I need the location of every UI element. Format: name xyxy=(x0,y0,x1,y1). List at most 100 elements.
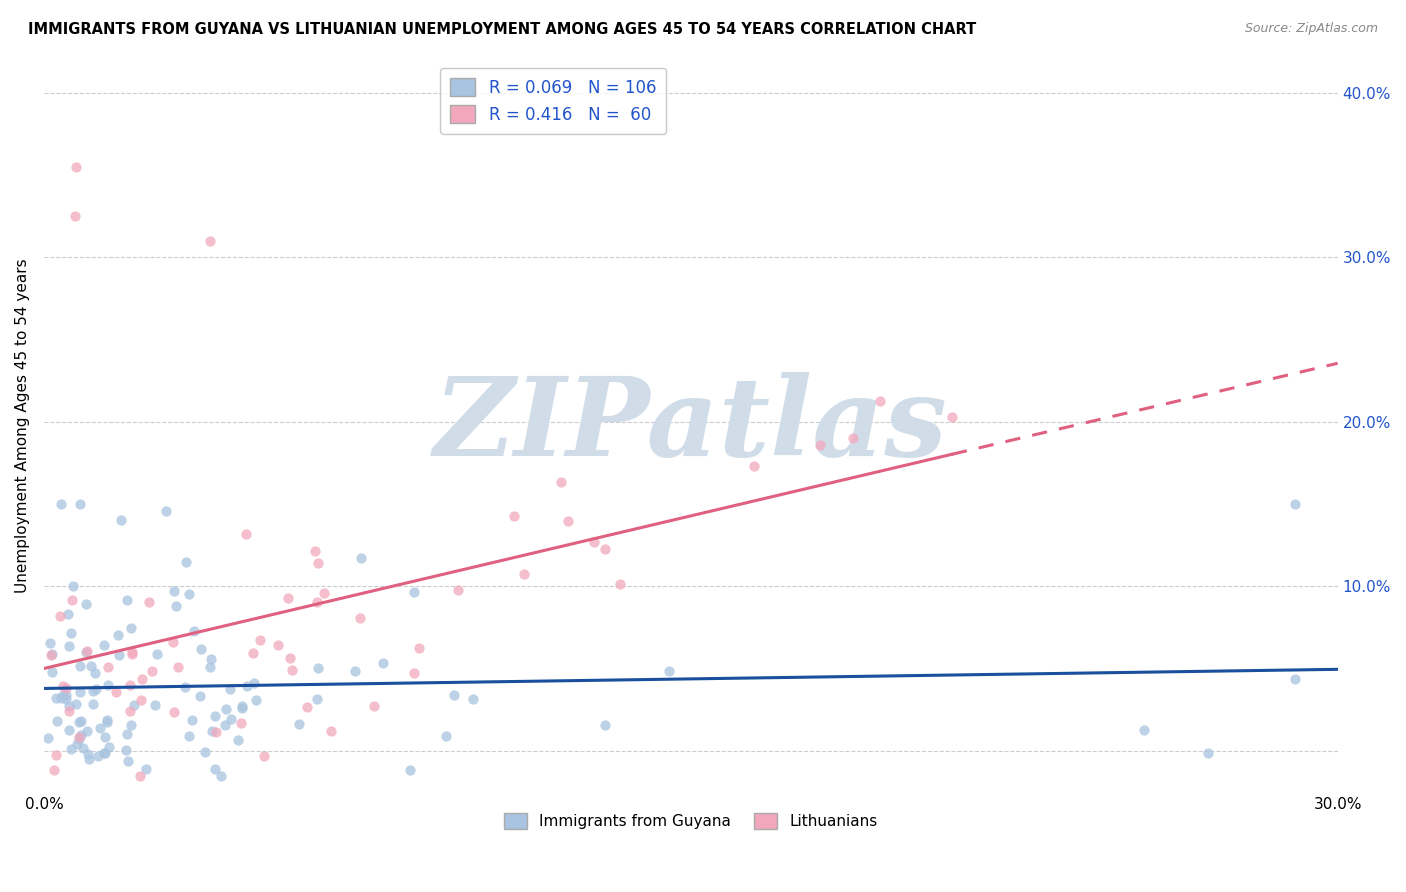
Point xyxy=(117,754,139,768)
Point xyxy=(174,680,197,694)
Point xyxy=(98,740,121,755)
Point xyxy=(58,704,80,718)
Point xyxy=(209,768,232,782)
Point xyxy=(307,556,329,570)
Legend: Immigrants from Guyana, Lithuanians: Immigrants from Guyana, Lithuanians xyxy=(498,806,883,836)
Point xyxy=(75,645,97,659)
Point xyxy=(120,704,142,718)
Point xyxy=(236,679,259,693)
Point xyxy=(253,749,276,764)
Point xyxy=(87,749,110,764)
Point xyxy=(45,691,67,706)
Point xyxy=(60,742,83,756)
Point xyxy=(174,555,197,569)
Point xyxy=(550,475,572,489)
Point xyxy=(557,514,579,528)
Point xyxy=(84,681,107,696)
Point xyxy=(107,628,129,642)
Point xyxy=(502,508,524,523)
Point xyxy=(194,745,217,759)
Point xyxy=(167,660,190,674)
Point xyxy=(443,689,465,703)
Point xyxy=(55,692,77,706)
Point xyxy=(58,723,80,737)
Point xyxy=(69,658,91,673)
Point xyxy=(593,542,616,557)
Point xyxy=(97,660,120,674)
Point xyxy=(49,497,72,511)
Point xyxy=(37,731,59,745)
Point xyxy=(131,673,153,687)
Point xyxy=(104,685,127,699)
Point xyxy=(83,666,105,681)
Point xyxy=(177,729,200,743)
Point xyxy=(94,747,117,761)
Point xyxy=(120,678,142,692)
Point xyxy=(39,635,62,649)
Point xyxy=(49,608,72,623)
Point xyxy=(65,697,87,711)
Point xyxy=(231,699,253,714)
Point xyxy=(93,746,115,760)
Point xyxy=(249,633,271,648)
Point xyxy=(204,762,226,776)
Point xyxy=(69,732,91,747)
Point xyxy=(305,595,328,609)
Point xyxy=(402,585,425,599)
Point xyxy=(204,708,226,723)
Point xyxy=(307,661,329,675)
Point xyxy=(121,647,143,661)
Point xyxy=(96,715,118,730)
Point xyxy=(582,534,605,549)
Point xyxy=(56,607,79,621)
Point xyxy=(128,768,150,782)
Point xyxy=(288,716,311,731)
Text: IMMIGRANTS FROM GUYANA VS LITHUANIAN UNEMPLOYMENT AMONG AGES 45 TO 54 YEARS CORR: IMMIGRANTS FROM GUYANA VS LITHUANIAN UNE… xyxy=(28,22,976,37)
Point xyxy=(52,679,75,693)
Point xyxy=(60,626,83,640)
Point xyxy=(63,209,86,223)
Point xyxy=(117,593,139,607)
Point xyxy=(205,725,228,739)
Point xyxy=(82,683,104,698)
Point xyxy=(77,747,100,762)
Point xyxy=(344,665,367,679)
Point xyxy=(58,699,80,714)
Point xyxy=(58,639,80,653)
Point xyxy=(190,641,212,656)
Point xyxy=(215,702,238,716)
Point xyxy=(121,645,143,659)
Point xyxy=(277,591,299,606)
Point xyxy=(267,638,290,652)
Point xyxy=(201,723,224,738)
Point xyxy=(165,599,187,613)
Point xyxy=(76,724,98,739)
Point xyxy=(49,691,72,706)
Point xyxy=(349,550,371,565)
Point xyxy=(198,234,221,248)
Point xyxy=(135,762,157,776)
Point xyxy=(808,437,831,451)
Point xyxy=(188,689,211,703)
Text: ZIPatlas: ZIPatlas xyxy=(434,372,948,480)
Point xyxy=(226,733,249,747)
Point xyxy=(180,713,202,727)
Point xyxy=(399,763,422,777)
Point xyxy=(371,656,394,670)
Point xyxy=(235,527,257,541)
Point xyxy=(122,698,145,712)
Point xyxy=(177,587,200,601)
Point xyxy=(120,717,142,731)
Point xyxy=(941,410,963,425)
Point xyxy=(70,728,93,742)
Point xyxy=(80,658,103,673)
Point xyxy=(841,431,863,445)
Point xyxy=(82,698,104,712)
Point xyxy=(69,497,91,511)
Text: Source: ZipAtlas.com: Source: ZipAtlas.com xyxy=(1244,22,1378,36)
Point xyxy=(198,660,221,674)
Point xyxy=(408,640,430,655)
Point xyxy=(219,712,242,726)
Point xyxy=(138,595,160,609)
Point xyxy=(110,513,132,527)
